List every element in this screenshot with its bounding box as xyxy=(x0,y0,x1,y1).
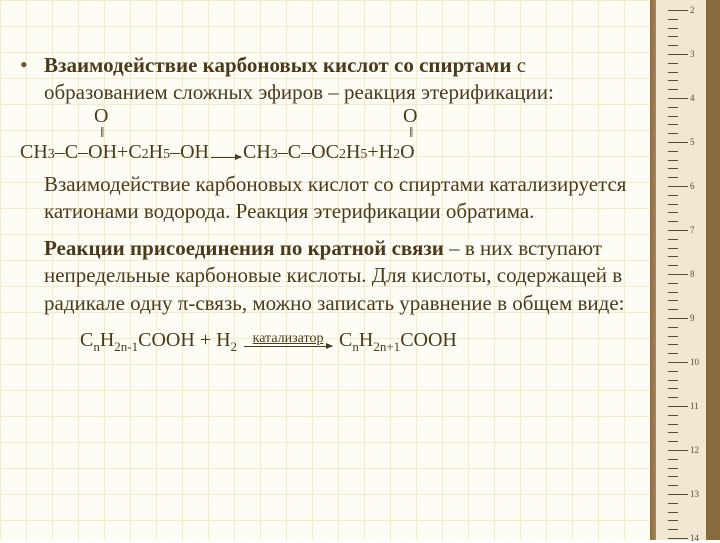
double-bond-o-1: O‖ xyxy=(94,109,108,139)
equation-esterification: O‖ O‖ CH3 – C – OH + C2H5 – OH CH3 – C –… xyxy=(20,139,640,165)
paragraph-2: Взаимодействие карбоновых кислот со спир… xyxy=(44,171,640,226)
ruler-decoration: 234567891011121314 xyxy=(650,0,720,540)
reaction-arrow xyxy=(211,157,241,158)
paragraph-3: Реакции присоединения по кратной связи –… xyxy=(44,235,640,317)
paragraph-1: Взаимодействие карбоновых кислот со спир… xyxy=(44,52,640,107)
equation-addition: CnH2n-1COOH + H2 катализатор CnH2n+1COOH xyxy=(80,327,640,356)
double-bond-o-2: O‖ xyxy=(403,109,417,139)
bullet-glyph: • xyxy=(20,52,44,107)
ruler-scale: 234567891011121314 xyxy=(668,0,706,540)
equation-line: CH3 – C – OH + C2H5 – OH CH3 – C – OC2H5… xyxy=(20,139,640,165)
para3-bold: Реакции присоединения по кратной связи xyxy=(44,236,444,260)
para1-bold: Взаимодействие карбоновых кислот со спир… xyxy=(44,53,511,77)
bullet-paragraph-1: • Взаимодействие карбоновых кислот со сп… xyxy=(20,52,640,107)
slide-content: • Взаимодействие карбоновых кислот со сп… xyxy=(20,52,640,356)
